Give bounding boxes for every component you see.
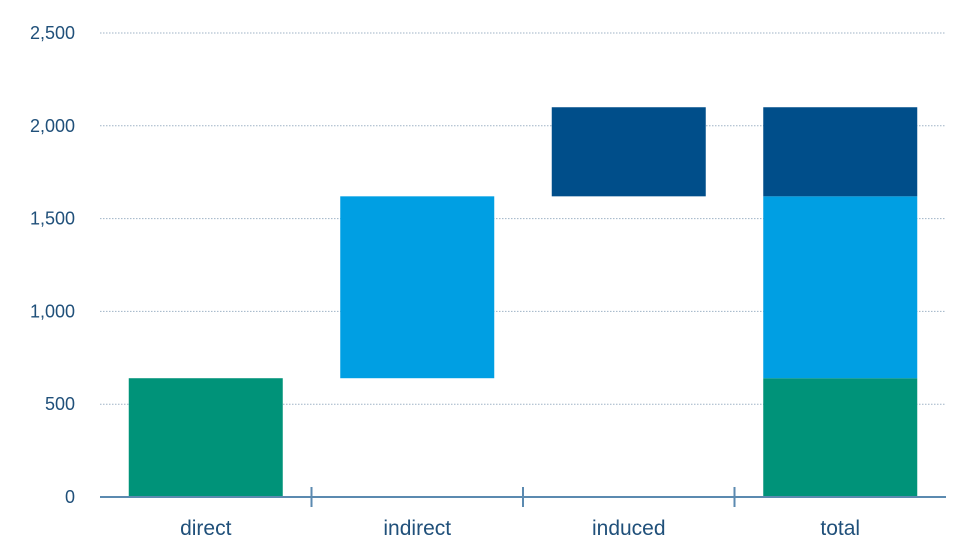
x-category-label: indirect: [383, 517, 451, 540]
x-axis: [100, 487, 946, 507]
bar-induced: [551, 107, 706, 197]
x-category-label: total: [820, 517, 860, 540]
y-tick-label: 2,000: [30, 116, 75, 136]
x-category-labels: direct indirect induced total: [180, 517, 860, 540]
bar-total: [763, 107, 918, 197]
x-category-label: direct: [180, 517, 232, 540]
y-tick-labels: 0 500 1,000 1,500 2,000 2,500: [30, 23, 75, 507]
bar-direct: [128, 378, 283, 497]
y-tick-label: 2,500: [30, 23, 75, 43]
bar-total: [763, 378, 918, 497]
y-tick-label: 500: [45, 394, 75, 414]
x-category-label: induced: [592, 517, 666, 540]
y-tick-label: 1,000: [30, 301, 75, 321]
bar-total: [763, 196, 918, 379]
bars: [128, 107, 918, 497]
y-tick-label: 1,500: [30, 209, 75, 229]
bar-indirect: [340, 196, 495, 379]
y-tick-label: 0: [65, 487, 75, 507]
